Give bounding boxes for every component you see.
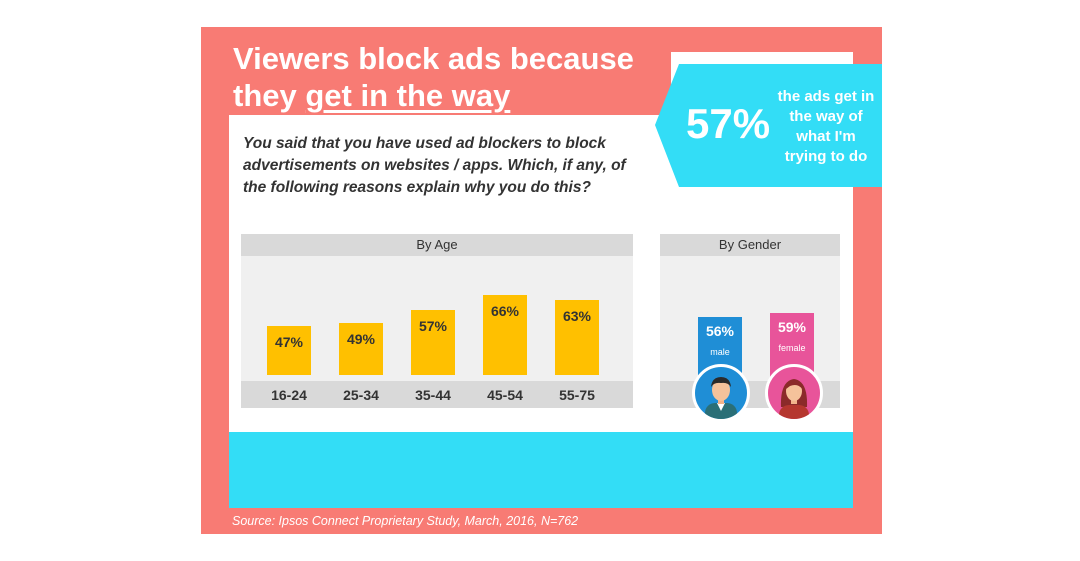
- callout-percentage: 57%: [686, 100, 771, 147]
- callout-shape: [655, 64, 882, 187]
- age-axis-band: [241, 381, 633, 408]
- age-category-label: 25-34: [343, 387, 379, 403]
- age-bar-45-54: [483, 295, 527, 375]
- title-line-2-emphasis: get in the way: [305, 78, 511, 113]
- age-bar-35-44: [411, 309, 455, 375]
- stat-callout: [655, 64, 882, 187]
- female-category-label: female: [778, 343, 806, 354]
- male-avatar-icon: [692, 364, 750, 422]
- age-category-label: 16-24: [271, 387, 307, 403]
- source-note: Source: Ipsos Connect Proprietary Study,…: [232, 514, 579, 528]
- age-bar-value-label: 49%: [346, 330, 376, 347]
- callout-text: the ads get in the way of what I'm tryin…: [777, 88, 875, 165]
- age-panel-header: By Age: [241, 234, 633, 256]
- age-bar-16-24: [267, 325, 311, 375]
- age-bar-value-label: 57%: [418, 317, 448, 334]
- female-avatar-icon: [765, 364, 823, 422]
- gender-panel-header: By Gender: [660, 234, 840, 256]
- age-bar-value-label: 47%: [274, 333, 304, 350]
- title-line-2-prefix: they: [233, 78, 306, 113]
- survey-question: You said that you have used ad blockers …: [243, 135, 626, 196]
- male-value-label: 56%: [705, 322, 735, 339]
- age-category-label: 35-44: [415, 387, 451, 403]
- male-category-label: male: [710, 346, 730, 357]
- title-band: [201, 27, 671, 115]
- title-line-1: Viewers block ads because: [233, 41, 634, 76]
- female-value-label: 59%: [777, 319, 807, 336]
- page-title: Viewers block ads because they get in th…: [233, 40, 634, 114]
- age-category-label: 45-54: [487, 387, 523, 403]
- age-bar-value-label: 66%: [490, 303, 520, 320]
- age-category-label: 55-75: [559, 387, 595, 403]
- footer-band: [229, 432, 853, 508]
- age-bar-55-75: [555, 300, 599, 375]
- age-bar-value-label: 63%: [562, 308, 592, 325]
- age-bar-25-34: [339, 322, 383, 375]
